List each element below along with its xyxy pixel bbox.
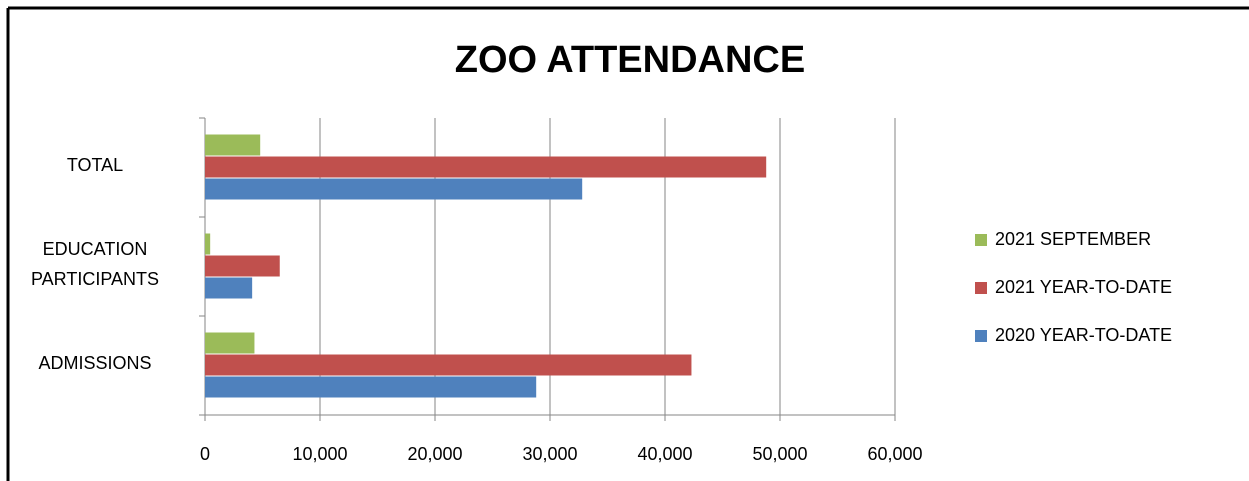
x-tick-label: 0 [200, 444, 210, 464]
legend-swatch [975, 234, 987, 246]
bar [205, 332, 255, 354]
legend-label: 2020 YEAR-TO-DATE [995, 325, 1172, 345]
x-tick-label: 10,000 [292, 444, 347, 464]
bar [205, 354, 692, 376]
legend-label: 2021 YEAR-TO-DATE [995, 277, 1172, 297]
legend-label: 2021 SEPTEMBER [995, 229, 1151, 249]
bar [205, 255, 280, 277]
chart-title: ZOO ATTENDANCE [455, 39, 805, 81]
y-tick-label: EDUCATION PARTICIPANTS [30, 238, 160, 289]
x-tick-label: 20,000 [407, 444, 462, 464]
legend-swatch [975, 282, 987, 294]
x-tick-label: 40,000 [637, 444, 692, 464]
x-tick-label: 30,000 [522, 444, 577, 464]
x-tick-label: 50,000 [752, 444, 807, 464]
bar [205, 277, 253, 299]
bar [205, 156, 767, 178]
bar [205, 376, 537, 398]
bar [205, 134, 261, 156]
y-tick-label: ADMISSIONS [38, 352, 152, 373]
y-tick-label: TOTAL [66, 154, 124, 175]
x-tick-label: 60,000 [867, 444, 922, 464]
legend-swatch [975, 330, 987, 342]
bar [205, 233, 211, 255]
bar [205, 178, 583, 200]
